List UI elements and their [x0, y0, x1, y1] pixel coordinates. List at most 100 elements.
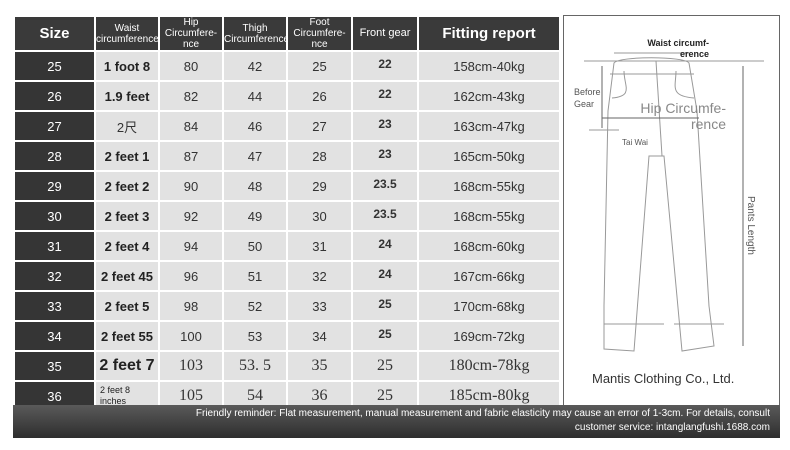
cell-front-gear: 23: [351, 140, 419, 172]
footer-line-2: customer service: intanglangfushi.1688.c…: [574, 422, 770, 433]
cell-thigh: 44: [222, 80, 288, 112]
cell-front-gear: 25: [351, 320, 419, 352]
header-foot: Foot Circumfere-nce: [286, 15, 353, 52]
cell-thigh: 51: [222, 260, 288, 292]
cell-hip: 94: [158, 230, 224, 262]
table-row: 34 2 feet 55 100 53 34 25 169cm-72kg: [13, 320, 561, 352]
cell-waist: 2 feet 45: [94, 260, 160, 292]
cell-foot: 35: [286, 350, 353, 382]
cell-thigh: 48: [222, 170, 288, 202]
cell-fitting-report: 168cm-60kg: [417, 230, 561, 262]
header-size: Size: [13, 15, 96, 52]
cell-front-gear: 23.5: [351, 200, 419, 232]
cell-hip: 82: [158, 80, 224, 112]
cell-foot: 32: [286, 260, 353, 292]
cell-size: 25: [13, 50, 96, 82]
cell-fitting-report: 167cm-66kg: [417, 260, 561, 292]
table-row: 25 1 foot 8 80 42 25 22 158cm-40kg: [13, 50, 561, 82]
cell-foot: 29: [286, 170, 353, 202]
cell-hip: 87: [158, 140, 224, 172]
table-row: 31 2 feet 4 94 50 31 24 168cm-60kg: [13, 230, 561, 262]
table-row: 28 2 feet 1 87 47 28 23 165cm-50kg: [13, 140, 561, 172]
table-row: 29 2 feet 2 90 48 29 23.5 168cm-55kg: [13, 170, 561, 202]
company-name: Mantis Clothing Co., Ltd.: [592, 371, 735, 386]
cell-front-gear: 24: [351, 230, 419, 262]
cell-thigh: 53: [222, 320, 288, 352]
cell-size: 32: [13, 260, 96, 292]
cell-size: 35: [13, 350, 96, 382]
cell-waist: 1 foot 8: [94, 50, 160, 82]
cell-waist: 2 feet 1: [94, 140, 160, 172]
cell-hip: 100: [158, 320, 224, 352]
cell-front-gear: 23: [351, 110, 419, 142]
cell-size: 33: [13, 290, 96, 322]
pants-outline-icon: [584, 52, 764, 352]
cell-foot: 33: [286, 290, 353, 322]
cell-fitting-report: 168cm-55kg: [417, 170, 561, 202]
cell-hip: 96: [158, 260, 224, 292]
cell-size: 29: [13, 170, 96, 202]
cell-thigh: 49: [222, 200, 288, 232]
cell-front-gear: 25: [351, 350, 419, 382]
cell-fitting-report: 163cm-47kg: [417, 110, 561, 142]
tai-wai-label: Tai Wai: [622, 138, 648, 147]
header-front-gear: Front gear: [351, 15, 419, 52]
cell-waist: 2 feet 5: [94, 290, 160, 322]
cell-thigh: 46: [222, 110, 288, 142]
cell-fitting-report: 169cm-72kg: [417, 320, 561, 352]
header-waist: Waist circumference: [94, 15, 160, 52]
header-hip: Hip Circumfere-nce: [158, 15, 224, 52]
header-row: Size Waist circumference Hip Circumfere-…: [13, 15, 561, 52]
cell-hip: 90: [158, 170, 224, 202]
cell-front-gear: 24: [351, 260, 419, 292]
cell-hip: 103: [158, 350, 224, 382]
cell-waist: 2 feet 7: [94, 350, 160, 382]
cell-front-gear: 25: [351, 290, 419, 322]
cell-foot: 28: [286, 140, 353, 172]
cell-front-gear: 22: [351, 80, 419, 112]
cell-front-gear: 23.5: [351, 170, 419, 202]
cell-foot: 34: [286, 320, 353, 352]
cell-fitting-report: 168cm-55kg: [417, 200, 561, 232]
hip-label: Hip Circumfe-rence: [640, 100, 726, 132]
footer-reminder: Friendly reminder: Flat measurement, man…: [13, 405, 780, 438]
table-row: 32 2 feet 45 96 51 32 24 167cm-66kg: [13, 260, 561, 292]
cell-waist: 2 feet 55: [94, 320, 160, 352]
cell-size: 27: [13, 110, 96, 142]
cell-size: 31: [13, 230, 96, 262]
cell-hip: 98: [158, 290, 224, 322]
pants-diagram: Waist circumf-erence Before Gear Hip Cir…: [563, 15, 780, 407]
header-thigh: Thigh Circumference: [222, 15, 288, 52]
cell-size: 26: [13, 80, 96, 112]
cell-foot: 27: [286, 110, 353, 142]
cell-fitting-report: 170cm-68kg: [417, 290, 561, 322]
cell-size: 34: [13, 320, 96, 352]
cell-waist: 2 feet 3: [94, 200, 160, 232]
cell-foot: 26: [286, 80, 353, 112]
cell-thigh: 42: [222, 50, 288, 82]
cell-size: 28: [13, 140, 96, 172]
table-row: 35 2 feet 7 103 53. 5 35 25 180cm-78kg: [13, 350, 561, 382]
footer-line-1: Friendly reminder: Flat measurement, man…: [195, 408, 770, 419]
cell-size: 30: [13, 200, 96, 232]
cell-waist: 2尺: [94, 110, 160, 142]
cell-fitting-report: 165cm-50kg: [417, 140, 561, 172]
cell-foot: 25: [286, 50, 353, 82]
cell-hip: 92: [158, 200, 224, 232]
table-row: 33 2 feet 5 98 52 33 25 170cm-68kg: [13, 290, 561, 322]
cell-front-gear: 22: [351, 50, 419, 82]
cell-thigh: 52: [222, 290, 288, 322]
size-chart-table: Size Waist circumference Hip Circumfere-…: [13, 15, 561, 412]
pants-length-label: Pants Length: [745, 196, 756, 255]
cell-waist: 1.9 feet: [94, 80, 160, 112]
cell-foot: 31: [286, 230, 353, 262]
cell-fitting-report: 180cm-78kg: [417, 350, 561, 382]
cell-fitting-report: 158cm-40kg: [417, 50, 561, 82]
cell-fitting-report: 162cm-43kg: [417, 80, 561, 112]
cell-waist: 2 feet 2: [94, 170, 160, 202]
cell-waist: 2 feet 4: [94, 230, 160, 262]
table-row: 30 2 feet 3 92 49 30 23.5 168cm-55kg: [13, 200, 561, 232]
waist-label: Waist circumf-erence: [647, 38, 709, 59]
cell-thigh: 47: [222, 140, 288, 172]
table-row: 26 1.9 feet 82 44 26 22 162cm-43kg: [13, 80, 561, 112]
